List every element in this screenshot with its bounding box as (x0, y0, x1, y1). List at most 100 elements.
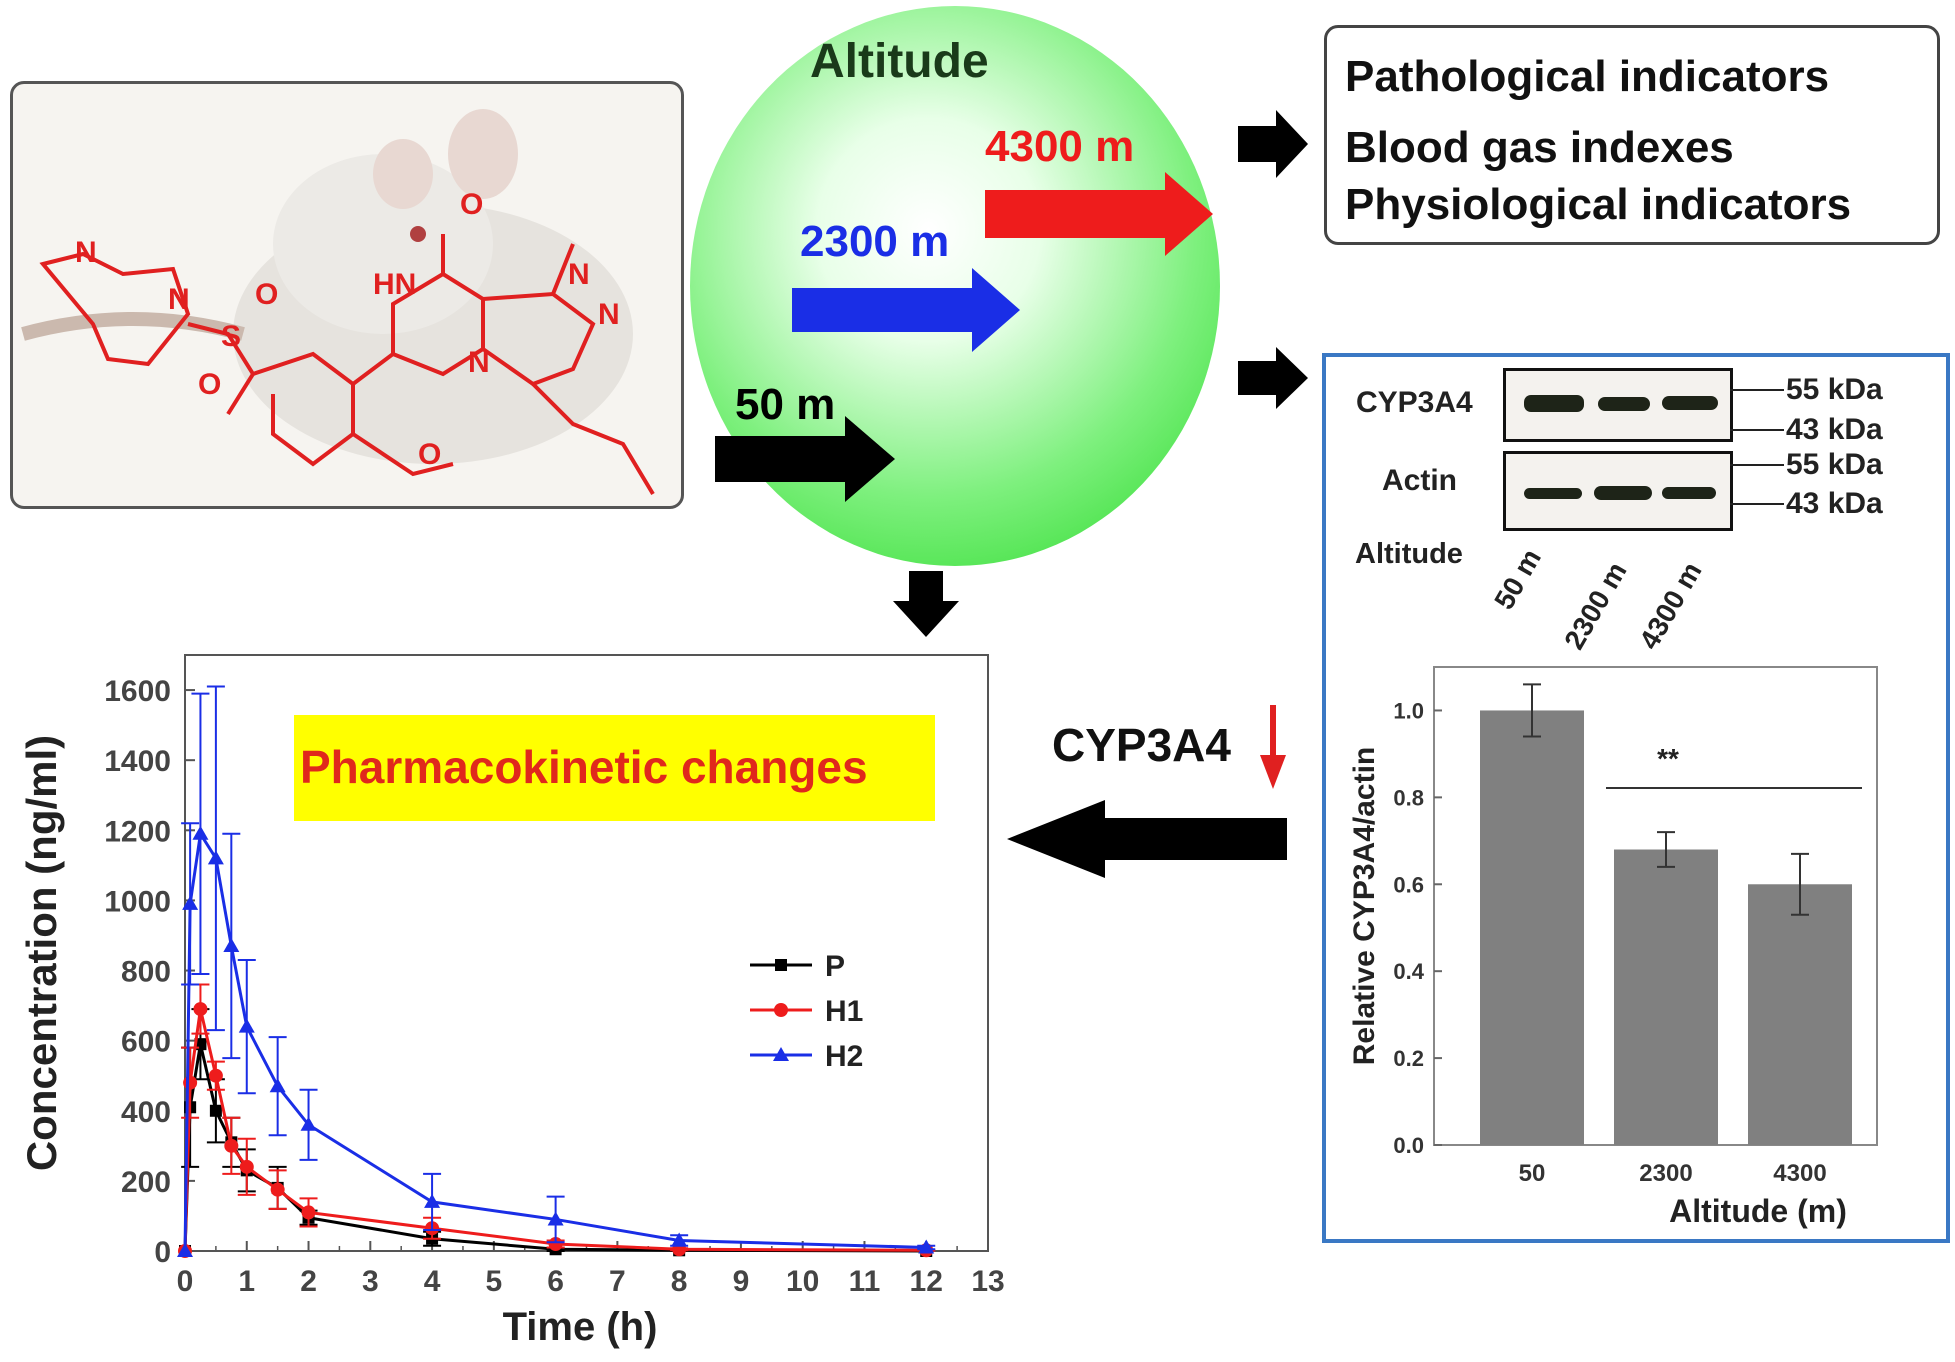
rat-structure-panel: N N S O O O HN N N N O (10, 81, 684, 509)
x-tick-label: 2300 (1639, 1160, 1692, 1187)
data-point (182, 895, 199, 910)
data-point (238, 1018, 255, 1033)
atom-label: N (568, 258, 590, 291)
legend-marker (775, 959, 787, 971)
data-point (269, 1078, 286, 1093)
x-tick-label: 6 (547, 1265, 564, 1298)
chemical-structure (39, 234, 655, 496)
y-tick-label: 400 (121, 1096, 171, 1129)
blot-band (1662, 396, 1718, 410)
significance-label: ** (1657, 743, 1679, 774)
x-tick-label: 50 (1519, 1160, 1546, 1187)
y-tick-label: 0.6 (1393, 872, 1424, 897)
y-tick-label: 1600 (104, 675, 171, 708)
data-point (270, 1182, 285, 1197)
y-tick-label: 0.4 (1393, 959, 1424, 984)
arrow-2300-icon (792, 268, 1020, 352)
y-axis-title: Concentration (ng/ml) (18, 735, 65, 1171)
y-tick-label: 0.0 (1393, 1133, 1424, 1158)
x-tick-label: 4300 (1773, 1160, 1826, 1187)
y-tick-label: 1000 (104, 885, 171, 918)
data-point (239, 1159, 254, 1174)
marker-43kda: 43 kDa (1786, 487, 1883, 520)
data-point (671, 1232, 688, 1247)
y-tick-label: 600 (121, 1026, 171, 1059)
marker-55kda: 55 kDa (1786, 373, 1883, 406)
blot-band (1594, 486, 1652, 500)
atom-label: O (418, 438, 441, 471)
bar-4300 (1748, 884, 1852, 1145)
data-point (424, 1193, 441, 1208)
rat-illustration: N N S O O O HN N N N O (21, 109, 655, 496)
atom-label: N (598, 298, 620, 331)
atom-label: O (255, 278, 278, 311)
legend-marker (773, 1047, 789, 1061)
atom-label: N (75, 236, 97, 269)
data-point (301, 1205, 316, 1220)
y-tick-label: 200 (121, 1166, 171, 1199)
outcome-pathological: Pathological indicators (1345, 52, 1830, 101)
x-tick-label: 8 (671, 1265, 688, 1298)
altitude-2300-label: 2300 m (800, 217, 950, 266)
atom-label: HN (373, 268, 416, 301)
x-tick-label: 0 (177, 1265, 194, 1298)
data-point (193, 1002, 208, 1017)
atom-label: N (468, 346, 490, 379)
atom-label: O (460, 188, 483, 221)
data-point (207, 850, 224, 865)
arrow-50-icon (715, 416, 895, 502)
atom-label: O (198, 368, 221, 401)
arrow-4300-icon (985, 172, 1213, 256)
x-tick-label: 12 (910, 1265, 943, 1298)
data-point (547, 1211, 564, 1226)
x-tick-label: 7 (609, 1265, 626, 1298)
bar-50 (1480, 710, 1584, 1145)
blot-band (1524, 395, 1584, 412)
outcome-physiological: Physiological indicators (1345, 180, 1852, 229)
atom-label: N (168, 283, 190, 316)
arrow-down-icon (893, 571, 959, 637)
atom-label: S (221, 320, 241, 353)
y-tick-label: 800 (121, 956, 171, 989)
altitude-4300-label: 4300 m (985, 122, 1135, 171)
blot-actin (1503, 451, 1733, 531)
y-tick-label: 0.8 (1393, 785, 1424, 810)
legend-marker (774, 1003, 788, 1017)
x-tick-label: 5 (486, 1265, 503, 1298)
y-tick-label: 1200 (104, 815, 171, 848)
decrease-arrow-icon (1260, 705, 1286, 789)
data-point (223, 937, 240, 952)
data-point (918, 1239, 935, 1254)
blot-row-actin: Actin (1382, 464, 1457, 497)
marker-55kda: 55 kDa (1786, 448, 1883, 481)
blot-cyp3a4 (1503, 368, 1733, 442)
outcome-blood-gas: Blood gas indexes (1345, 123, 1734, 172)
arrow-left-icon (1007, 800, 1287, 878)
legend-label-H2: H2 (825, 1040, 863, 1073)
x-tick-label: 10 (786, 1265, 819, 1298)
cyp3a4-bar-chart: 0.0 0.2 0.4 0.6 0.8 1.0 50 2300 4300 ** Altitude (… (1348, 666, 1878, 1229)
x-tick-label: 9 (733, 1265, 750, 1298)
legend-label-P: P (825, 950, 845, 983)
altitude-title: Altitude (810, 35, 989, 88)
marker-43kda: 43 kDa (1786, 413, 1883, 446)
outcomes-box: Pathological indicators Blood gas indexe… (1324, 25, 1940, 245)
data-point (548, 1236, 563, 1251)
data-point (300, 1116, 317, 1131)
bar-2300 (1614, 849, 1718, 1145)
marker-lines (1730, 389, 1784, 505)
x-tick-label: 11 (849, 1265, 881, 1298)
data-point (192, 825, 209, 840)
altitude-50-label: 50 m (735, 380, 836, 429)
pk-banner (294, 715, 935, 821)
x-axis-title: Altitude (m) (1669, 1193, 1847, 1229)
legend-label-H1: H1 (825, 995, 863, 1028)
x-tick-label: 1 (238, 1265, 255, 1298)
data-point (208, 1068, 223, 1083)
x-tick-label: 4 (424, 1265, 441, 1298)
blot-band (1662, 487, 1716, 499)
x-tick-label: 2 (300, 1265, 317, 1298)
pk-banner-text: Pharmacokinetic changes (300, 741, 868, 793)
y-tick-label: 0 (154, 1236, 171, 1269)
